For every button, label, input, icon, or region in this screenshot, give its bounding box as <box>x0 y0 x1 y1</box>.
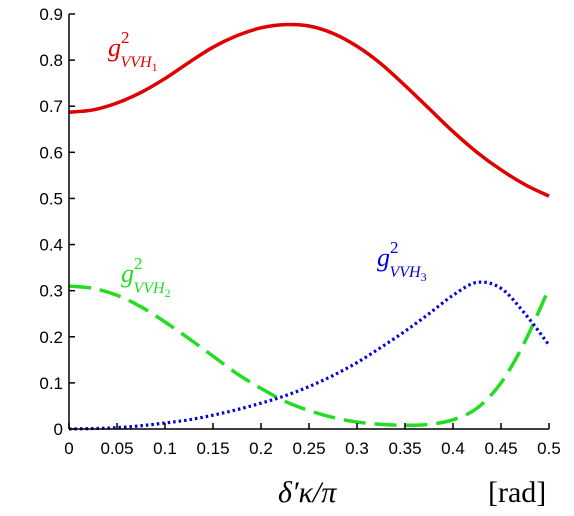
x-tick-label: 0.45 <box>484 439 517 458</box>
x-tick-label: 0.2 <box>249 439 273 458</box>
x-axis-label: δ′κ/π <box>278 476 337 509</box>
x-tick-label: 0.25 <box>292 439 325 458</box>
x-tick-label: 0.35 <box>388 439 421 458</box>
plot-lines <box>68 22 551 431</box>
series-line-2 <box>68 284 551 428</box>
y-tick-label: 0.3 <box>39 282 63 301</box>
x-ticks: 0 0.05 0.1 0.15 0.2 0.25 0.3 0.35 0.4 0.45 0.5 <box>64 423 561 458</box>
x-tick-label: 0.4 <box>441 439 465 458</box>
y-tick-label: 0.7 <box>39 97 63 116</box>
series-label-3: g2 VVH3 <box>377 238 427 284</box>
series-label-1: g2 VVH1 <box>108 28 158 74</box>
y-tick-label: 0.1 <box>39 374 63 393</box>
series-label-2: g2 VVH2 <box>121 254 171 300</box>
y-tick-label: 0 <box>54 420 63 439</box>
x-axis-unit: [rad] <box>488 476 546 509</box>
y-tick-label: 0.8 <box>39 51 63 70</box>
x-tick-label: 0.3 <box>345 439 369 458</box>
x-tick-label: 0.5 <box>537 439 561 458</box>
y-tick-label: 0.2 <box>39 328 63 347</box>
x-tick-label: 0.15 <box>196 439 229 458</box>
series-line-1 <box>68 22 550 198</box>
x-tick-label: 0.1 <box>153 439 177 458</box>
series-line-3 <box>68 280 551 431</box>
y-ticks: 0 0.1 0.2 0.3 0.4 0.5 0.6 0.7 0.8 0.9 <box>39 5 75 439</box>
y-tick-label: 0.9 <box>39 5 63 24</box>
y-tick-label: 0.6 <box>39 143 63 162</box>
axes <box>68 14 549 430</box>
x-tick-label: 0 <box>64 439 73 458</box>
y-tick-label: 0.5 <box>39 189 63 208</box>
x-tick-label: 0.05 <box>100 439 133 458</box>
y-tick-label: 0.4 <box>39 236 63 255</box>
